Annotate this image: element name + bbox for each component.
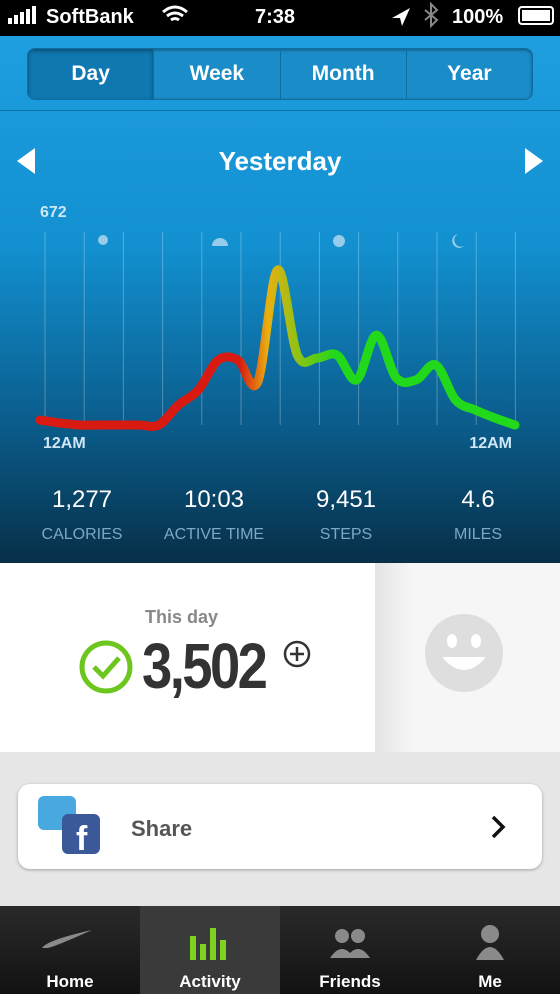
summary-value: 3,502 [142,630,268,702]
social-icons: f [38,796,100,856]
stat-value: 4.6 [461,486,495,513]
stat: 9,451 STEPS [280,486,412,544]
status-icons [8,1,554,29]
activity-graph: 672 12AM 12AM [35,204,520,452]
activity-line [35,265,520,431]
share-button[interactable]: f Share [18,784,542,869]
tab[interactable]: Month [279,49,406,99]
summary-label: This day [145,607,219,627]
activity-panel [0,36,560,563]
clock: 7:38 [255,6,296,28]
status-bar: SoftBank 7:38 100% [0,0,560,36]
x-label: 12AM [469,435,512,452]
tab[interactable]: Week [153,49,279,99]
check-icon [79,640,133,694]
tab[interactable]: Year [405,49,532,99]
divider [0,110,560,111]
next-arrow[interactable] [525,148,543,174]
stat: 4.6 MILES [412,486,544,544]
y-tick-label: 672 [40,204,67,221]
stat-value: 1,277 [51,486,113,513]
carrier: SoftBank [46,6,134,28]
nav-title: Yesterday [218,146,342,176]
tab-bar: Home Activity Friends Me [0,906,560,994]
stat-label: MILES [453,526,502,543]
x-label: 12AM [43,435,86,452]
plus-icon[interactable] [282,639,314,671]
stat-label: ACTIVE TIME [163,526,265,543]
svg-text:f: f [76,820,88,856]
stat: 10:03 ACTIVE TIME [148,486,280,544]
battery-level: 100% [452,6,504,28]
share-label: Share [131,816,193,841]
tab[interactable]: Day [28,49,154,99]
prev-arrow[interactable] [17,148,35,174]
stat-value: 10:03 [183,486,245,513]
nav-arrows [17,148,543,174]
tab-item[interactable]: Home [46,972,94,991]
tab-item[interactable]: Me [478,972,502,991]
stat-label: CALORIES [41,526,123,543]
period-selector[interactable]: Day Week Month Year [27,48,533,100]
tab-item[interactable]: Friends [319,972,381,991]
stat-label: STEPS [319,526,373,543]
chevron [491,815,506,839]
tab-icons [42,925,504,960]
stat: 1,277 CALORIES [16,486,148,544]
smiley[interactable] [420,609,510,699]
stat-value: 9,451 [315,486,377,513]
summary-panel: This day 3,502 [0,563,560,752]
